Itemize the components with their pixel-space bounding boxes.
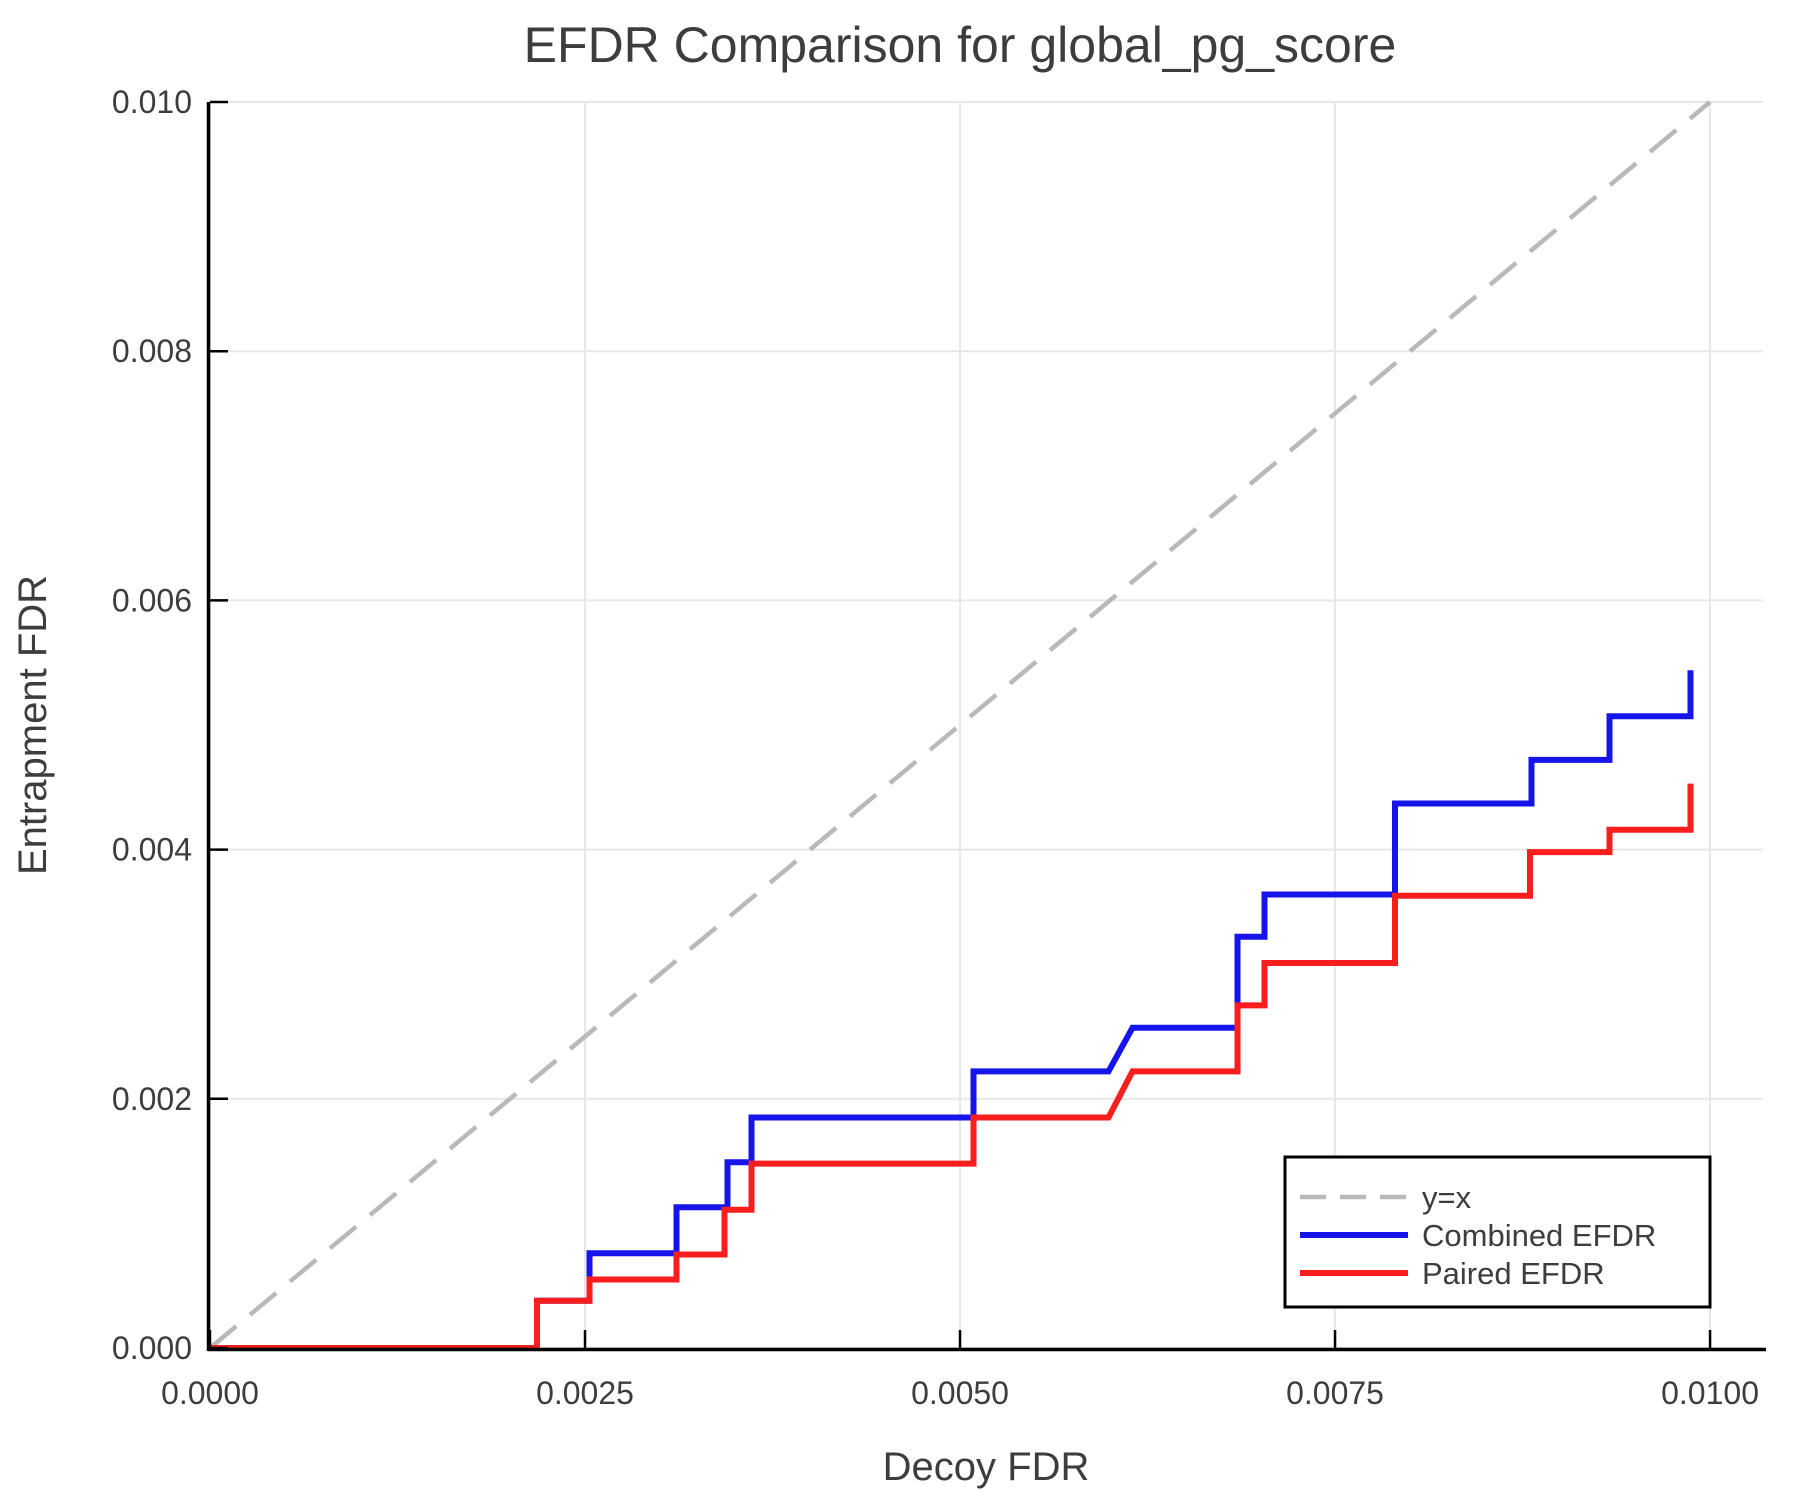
legend-label-1: y=x (1422, 1180, 1472, 1215)
series-lines (208, 100, 1712, 1351)
y-tick-label: 0.000 (112, 1330, 192, 1366)
y-tick-label: 0.006 (112, 582, 192, 618)
series-line-combined-efdr (210, 670, 1694, 1351)
y-tick-label: 0.008 (112, 333, 192, 369)
y-tick-label: 0.010 (112, 84, 192, 120)
x-axis-label: Decoy FDR (883, 1445, 1090, 1489)
x-tick-label: 0.0075 (1286, 1375, 1384, 1411)
series-line-y-x (208, 100, 1712, 1350)
x-tick-label: 0.0100 (1661, 1375, 1759, 1411)
y-tick-label: 0.004 (112, 832, 192, 868)
series-line-paired-efdr (210, 783, 1694, 1351)
y-tick-label: 0.002 (112, 1081, 192, 1117)
y-axis-label: Entrapment FDR (11, 575, 55, 875)
axes: 0.0000 0.0025 0.0050 0.0075 0.0100 0.000 0.002… (112, 84, 1766, 1411)
legend-label-2: Combined EFDR (1422, 1218, 1656, 1253)
x-tick-label: 0.0050 (911, 1375, 1009, 1411)
legend-label-3: Paired EFDR (1422, 1256, 1605, 1291)
chart-title: EFDR Comparison for global_pg_score (524, 17, 1397, 73)
x-tick-label: 0.0025 (536, 1375, 634, 1411)
x-tick-label: 0.0000 (161, 1375, 259, 1411)
